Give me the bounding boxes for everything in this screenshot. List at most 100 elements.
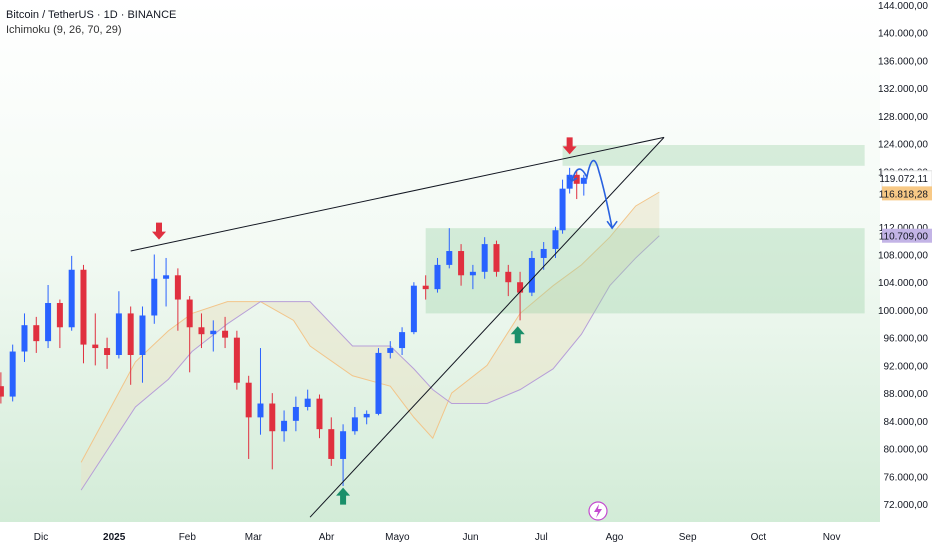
candle-body [292, 406, 299, 421]
ichimoku-cloud [81, 192, 660, 491]
y-tick-label: 124.000,00 [878, 140, 928, 151]
y-tick-label: 144.000,00 [878, 1, 928, 12]
y-tick-label: 92.000,00 [884, 361, 929, 372]
y-tick-label: 132.000,00 [878, 84, 928, 95]
x-tick-label: Jun [462, 532, 478, 543]
y-tick-label: 96.000,00 [884, 334, 929, 345]
candle-body [21, 325, 28, 352]
candle-body [233, 337, 240, 383]
y-tick-label: 140.000,00 [878, 29, 928, 40]
x-tick-label: Jul [535, 532, 548, 543]
projection-arrowhead-small [567, 176, 578, 183]
candle-body [446, 251, 453, 265]
candle-body [80, 269, 87, 345]
x-tick-label: Mayo [385, 532, 410, 543]
candle-body [580, 177, 587, 184]
price-badge-label: 116.818,28 [879, 189, 929, 200]
candle-body [552, 230, 559, 249]
candle-body [528, 257, 535, 293]
candle-body [505, 271, 512, 283]
candle-body [566, 174, 573, 189]
y-tick-label: 100.000,00 [878, 306, 928, 317]
candle-body [351, 417, 358, 432]
y-tick-label: 128.000,00 [878, 112, 928, 123]
candle-body [115, 313, 122, 355]
candle-body [9, 351, 16, 397]
x-tick-label: Ago [606, 532, 624, 543]
y-tick-label: 72.000,00 [884, 500, 929, 511]
chart-legend: Bitcoin / TetherUS · 1D · BINANCE Ichimo… [6, 8, 176, 38]
sell-arrow-icon [152, 222, 166, 240]
projection-path [571, 159, 613, 229]
x-tick-label: Abr [319, 532, 335, 543]
candle-body [151, 278, 158, 316]
candle-body [375, 352, 382, 414]
candle-body [517, 282, 524, 293]
candle-body [422, 285, 429, 290]
y-tick-label: 80.000,00 [884, 445, 929, 456]
x-tick-label: Mar [245, 532, 263, 543]
candle-body [481, 244, 488, 272]
candle-body [92, 344, 99, 349]
candle-body [139, 315, 146, 355]
candle-body [269, 403, 276, 432]
candle-body [186, 299, 193, 328]
trendline-1 [309, 137, 665, 518]
candle-body [281, 420, 288, 432]
candle-body [458, 251, 465, 276]
y-tick-label: 104.000,00 [878, 278, 928, 289]
candle-body [469, 271, 476, 276]
time-axis [0, 522, 932, 550]
x-tick-label: Dic [34, 532, 48, 543]
candle-body [127, 313, 134, 355]
candle-body [174, 275, 181, 300]
buy-arrow-icon [510, 326, 525, 344]
candle-body [493, 244, 500, 272]
ichimoku-span-b [80, 235, 660, 491]
y-tick-label: 112.000,00 [879, 223, 929, 234]
candle-body [222, 330, 229, 338]
candle-body [257, 403, 264, 418]
candle-body [104, 348, 111, 355]
buy-arrow-icon [336, 487, 351, 505]
symbol-title[interactable]: Bitcoin / TetherUS · 1D · BINANCE [6, 9, 177, 21]
ichimoku-span-a [80, 191, 660, 463]
price-badge-2 [882, 228, 932, 243]
candle-body [245, 382, 252, 418]
candle-body [399, 332, 406, 349]
candle-body [316, 398, 323, 430]
lightning-bolt [594, 504, 602, 518]
y-tick-label: 88.000,00 [884, 389, 929, 400]
zone-rect-1 [425, 228, 865, 314]
candle-body [340, 431, 347, 459]
x-tick-label: Sep [679, 532, 697, 543]
candle-body [56, 303, 63, 328]
candle-body [198, 327, 205, 335]
candle-body [410, 285, 417, 333]
sell-arrow-icon [562, 137, 577, 155]
candle-body [573, 174, 580, 184]
candle-body [328, 429, 335, 459]
price-badge-1 [882, 186, 932, 201]
candle-body [387, 348, 394, 353]
candle-body [540, 248, 547, 258]
candle-body [304, 398, 311, 407]
candle-body [68, 269, 75, 328]
x-tick-label: 2025 [103, 532, 126, 543]
candle-body [0, 386, 4, 397]
y-tick-label: 136.000,00 [878, 56, 928, 67]
projection-arrowhead [606, 220, 618, 230]
zone-rect-0 [562, 144, 865, 166]
x-tick-label: Nov [823, 532, 841, 543]
candle-body [434, 264, 441, 290]
candle-body [33, 325, 40, 342]
candle-body [210, 330, 217, 335]
price-badge-label: 119.072,11 [879, 174, 928, 185]
candle-body [363, 413, 370, 418]
y-tick-label: 108.000,00 [878, 251, 928, 262]
x-tick-label: Oct [751, 532, 767, 543]
x-tick-label: Feb [179, 532, 197, 543]
indicator-label[interactable]: Ichimoku (9, 26, 70, 29) [6, 24, 122, 36]
